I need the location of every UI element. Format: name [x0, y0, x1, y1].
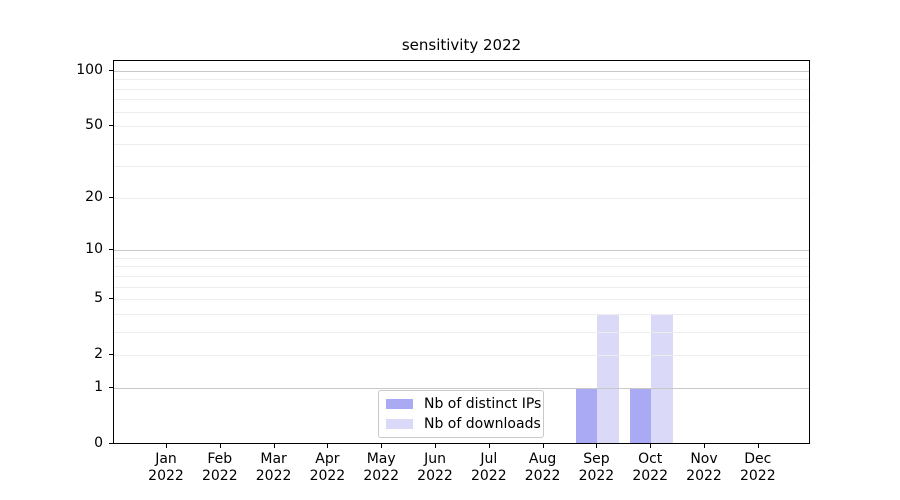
gridline-minor-5	[114, 299, 809, 301]
y-tick-label-50: 50	[85, 117, 103, 134]
gridline-minor-2	[114, 355, 809, 357]
x-tick-year: 2022	[417, 468, 453, 484]
x-tick-label-aug: Aug 2022	[507, 451, 579, 485]
x-tick-month: Oct	[638, 451, 663, 467]
x-tick-month: Apr	[315, 451, 340, 467]
y-tick-label-10: 10	[85, 241, 103, 258]
x-tick-year: 2022	[255, 468, 292, 484]
chart-title: sensitivity 2022	[401, 36, 522, 54]
x-tick-mark-oct	[650, 444, 652, 448]
y-tick-mark-50	[109, 125, 113, 127]
x-tick-label-oct: Oct 2022	[614, 451, 686, 485]
x-tick-month: Aug	[528, 451, 557, 467]
y-tick-mark-2	[109, 354, 113, 356]
bar-ips-sep	[575, 387, 598, 443]
x-tick-month: Jun	[424, 451, 446, 467]
y-tick-label-20: 20	[85, 188, 103, 205]
y-tick-label-0: 0	[94, 435, 103, 451]
y-tick-mark-10	[109, 249, 113, 251]
x-tick-month: Feb	[207, 451, 233, 467]
x-tick-mark-jun	[435, 444, 436, 448]
y-tick-mark-20	[109, 196, 113, 198]
bar-downloads-oct	[651, 313, 673, 443]
x-tick-mark-mar	[273, 444, 275, 448]
y-tick-mark-100	[109, 70, 113, 71]
gridline-minor-7	[114, 275, 809, 277]
x-tick-mark-sep	[596, 444, 598, 448]
y-tick-label-2: 2	[94, 346, 103, 363]
x-tick-month: Sep	[583, 451, 610, 467]
gridline-minor-4	[114, 313, 809, 315]
x-tick-month: Dec	[744, 451, 772, 467]
x-tick-label-may: May 2022	[345, 451, 417, 485]
x-tick-mark-jul	[488, 444, 490, 448]
x-tick-label-nov: Nov 2022	[668, 451, 740, 485]
gridline-minor-80	[114, 88, 809, 90]
x-tick-mark-jan	[166, 444, 167, 448]
bar-downloads-sep	[597, 313, 619, 443]
gridline-minor-50	[114, 126, 809, 128]
y-tick-mark-0	[109, 443, 113, 444]
y-tick-mark-5	[109, 298, 113, 300]
x-tick-year: 2022	[148, 468, 184, 484]
x-tick-year: 2022	[686, 468, 722, 484]
plot-area	[113, 60, 810, 444]
legend: Nb of distinct IPs Nb of downloads	[378, 390, 544, 438]
x-tick-month: Mar	[260, 451, 287, 467]
legend-item-downloads: Nb of downloads	[386, 416, 541, 434]
x-tick-label-apr: Apr 2022	[291, 451, 363, 485]
x-tick-year: 2022	[632, 468, 668, 484]
legend-label-downloads: Nb of downloads	[424, 416, 541, 433]
x-tick-mark-nov	[704, 444, 705, 448]
x-tick-label-feb: Feb 2022	[184, 451, 256, 485]
x-tick-label-jul: Jul 2022	[453, 451, 525, 485]
x-tick-year: 2022	[739, 468, 776, 484]
x-tick-label-jun: Jun 2022	[399, 451, 471, 485]
bar-ips-oct	[629, 387, 652, 443]
y-tick-label-100: 100	[76, 62, 103, 78]
y-tick-label-1: 1	[94, 378, 103, 395]
x-tick-mark-apr	[327, 444, 329, 448]
gridline-minor-90	[114, 79, 809, 81]
x-tick-month: May	[366, 451, 396, 467]
x-tick-label-mar: Mar 2022	[238, 451, 310, 485]
x-tick-year: 2022	[363, 468, 399, 484]
legend-swatch-downloads	[386, 419, 413, 430]
gridline-minor-8	[114, 266, 809, 268]
x-tick-label-dec: Dec 2022	[722, 451, 794, 485]
x-tick-month: Nov	[690, 451, 718, 467]
y-tick-label-5: 5	[94, 290, 103, 307]
x-tick-month: Jan	[155, 451, 177, 467]
legend-item-distinct-ips: Nb of distinct IPs	[386, 395, 541, 413]
gridline-minor-30	[114, 166, 809, 168]
y-tick-mark-1	[109, 386, 113, 388]
x-tick-year: 2022	[470, 468, 507, 484]
x-tick-mark-feb	[219, 444, 221, 448]
x-tick-year: 2022	[524, 468, 561, 484]
x-tick-year: 2022	[309, 468, 346, 484]
legend-label-distinct-ips: Nb of distinct IPs	[424, 395, 542, 412]
x-tick-mark-aug	[542, 444, 544, 448]
x-tick-label-jan: Jan 2022	[130, 451, 202, 485]
x-tick-mark-dec	[757, 444, 759, 448]
gridline-major-10	[114, 250, 809, 252]
gridline-minor-70	[114, 99, 809, 101]
gridline-minor-9	[114, 257, 809, 259]
x-tick-year: 2022	[578, 468, 615, 484]
gridline-minor-6	[114, 286, 809, 288]
gridline-minor-20	[114, 197, 809, 199]
x-tick-mark-may	[381, 444, 383, 448]
gridline-major-1	[114, 387, 809, 389]
gridline-minor-60	[114, 111, 809, 113]
gridline-major-100	[114, 71, 809, 72]
gridline-minor-3	[114, 331, 809, 333]
x-tick-year: 2022	[201, 468, 238, 484]
gridline-minor-40	[114, 143, 809, 145]
x-tick-label-sep: Sep 2022	[560, 451, 632, 485]
x-tick-month: Jul	[480, 451, 498, 467]
legend-swatch-distinct-ips	[386, 398, 413, 409]
